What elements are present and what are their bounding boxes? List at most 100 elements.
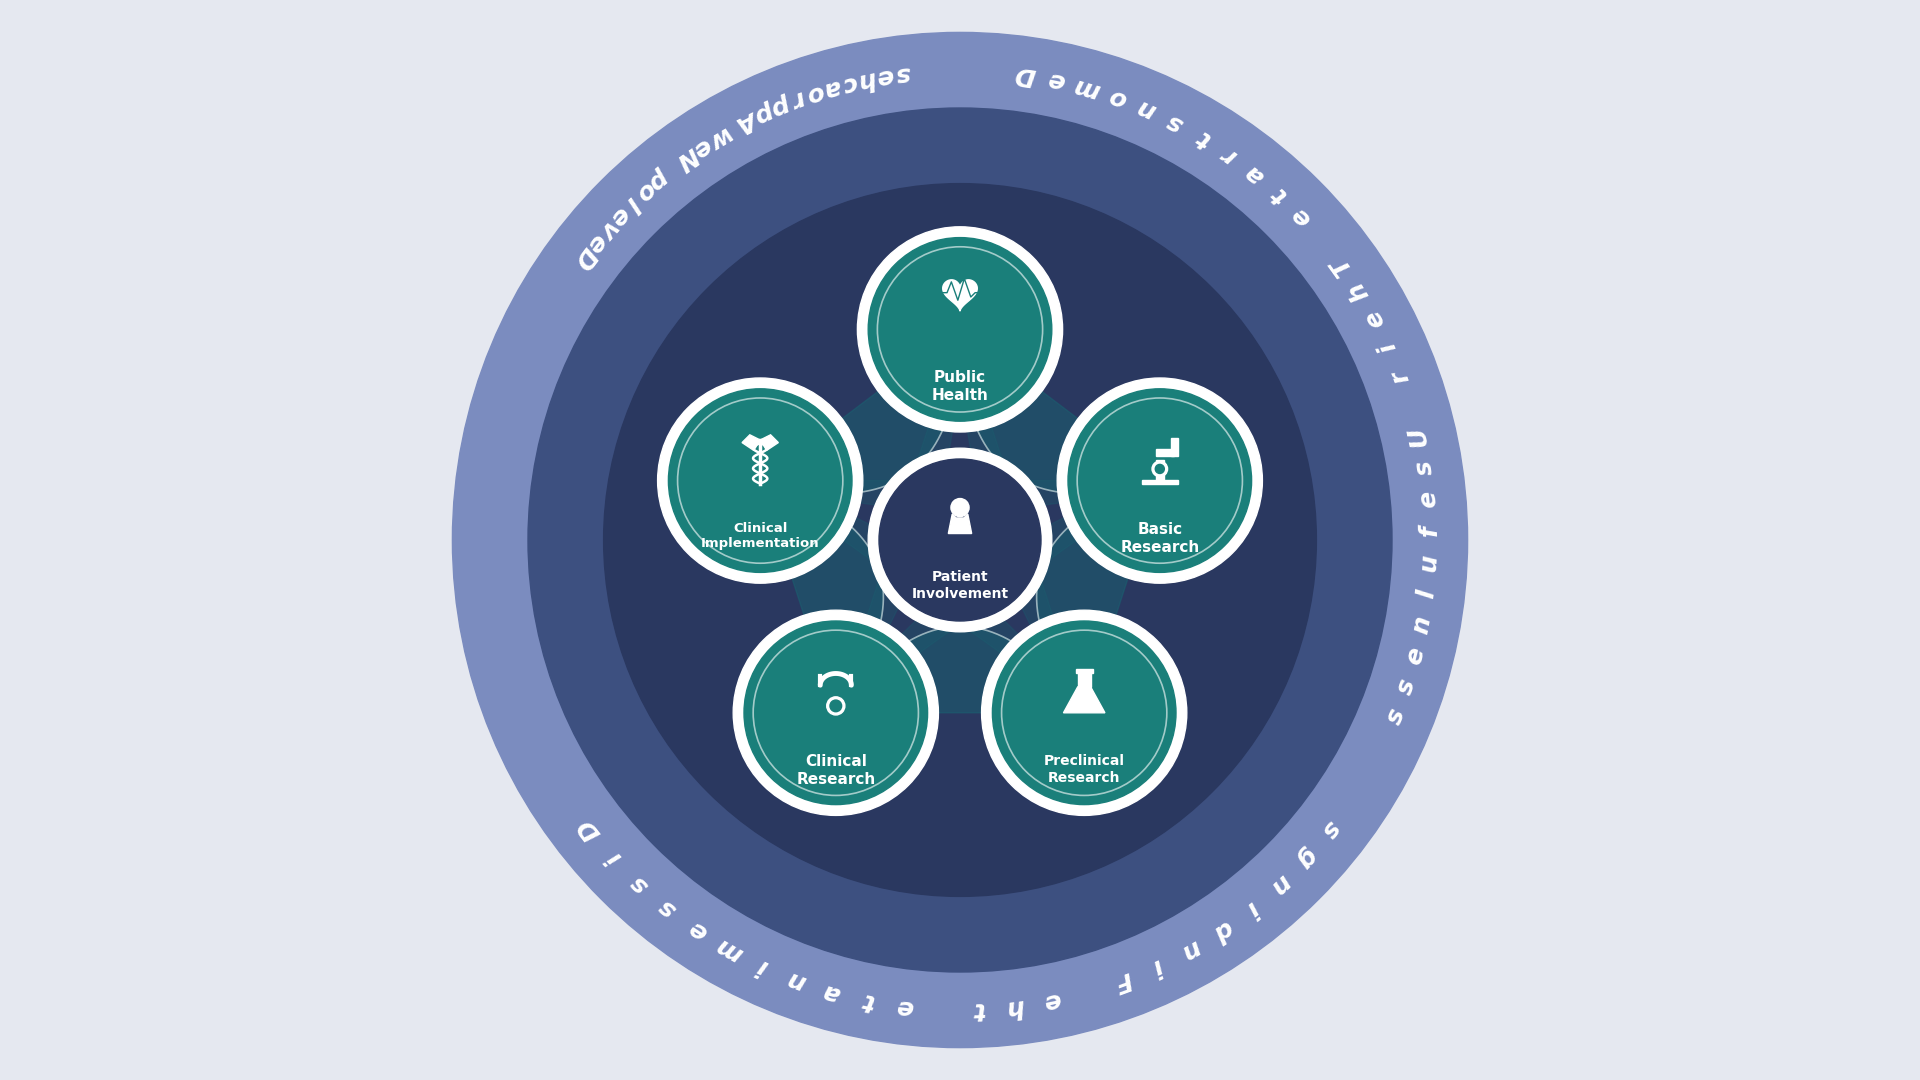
- Circle shape: [950, 499, 970, 516]
- Text: i: i: [1240, 896, 1263, 920]
- Text: e: e: [605, 202, 634, 231]
- Polygon shape: [960, 329, 1160, 494]
- Text: o: o: [632, 176, 660, 206]
- Text: h: h: [856, 66, 877, 93]
- Text: e: e: [1041, 987, 1064, 1014]
- Circle shape: [668, 389, 852, 572]
- Circle shape: [1068, 389, 1252, 572]
- Circle shape: [1156, 464, 1164, 473]
- Polygon shape: [760, 329, 960, 494]
- Circle shape: [981, 610, 1187, 815]
- Polygon shape: [1064, 687, 1104, 713]
- Text: T: T: [1327, 252, 1356, 280]
- Text: n: n: [1409, 615, 1436, 636]
- Text: Clinical
Research: Clinical Research: [797, 754, 876, 787]
- Text: D: D: [568, 242, 601, 273]
- Text: s: s: [895, 60, 912, 86]
- Text: a: a: [1240, 160, 1269, 189]
- Text: U: U: [1404, 424, 1432, 449]
- Text: i: i: [1377, 338, 1402, 356]
- Text: e: e: [895, 994, 914, 1020]
- Text: t: t: [972, 997, 985, 1022]
- Text: t: t: [860, 988, 876, 1014]
- Text: s: s: [1317, 816, 1344, 842]
- Text: h: h: [1344, 278, 1373, 306]
- Text: A: A: [735, 105, 762, 135]
- Text: t: t: [1192, 124, 1213, 151]
- Text: n: n: [1265, 869, 1294, 899]
- Polygon shape: [741, 435, 760, 450]
- Bar: [1142, 480, 1179, 485]
- Circle shape: [879, 459, 1041, 621]
- Polygon shape: [960, 329, 1085, 713]
- Text: f: f: [1417, 525, 1442, 537]
- Bar: [1077, 672, 1091, 687]
- Text: n: n: [783, 967, 808, 995]
- Text: v: v: [593, 215, 622, 243]
- Text: i: i: [1148, 954, 1167, 978]
- Text: o: o: [803, 79, 828, 107]
- Circle shape: [603, 184, 1317, 896]
- Text: e: e: [582, 229, 611, 257]
- Text: r: r: [1217, 141, 1240, 168]
- Text: s: s: [1411, 459, 1438, 477]
- Text: Preclinical
Research: Preclinical Research: [1044, 754, 1125, 784]
- Text: m: m: [1071, 72, 1102, 103]
- Circle shape: [453, 32, 1467, 1048]
- Text: w: w: [701, 121, 733, 154]
- Text: s: s: [1392, 675, 1421, 697]
- Text: r: r: [789, 85, 808, 112]
- Text: a: a: [820, 978, 843, 1005]
- Text: a: a: [822, 75, 843, 102]
- Circle shape: [829, 700, 841, 712]
- Polygon shape: [760, 435, 778, 450]
- Text: Public
Health: Public Health: [931, 370, 989, 404]
- Text: n: n: [1177, 934, 1204, 964]
- Text: o: o: [1106, 83, 1129, 111]
- Text: u: u: [1417, 553, 1442, 572]
- Text: i: i: [753, 954, 772, 978]
- Text: s: s: [655, 894, 682, 922]
- Text: c: c: [839, 70, 860, 97]
- Text: e: e: [1046, 67, 1068, 94]
- Polygon shape: [760, 481, 1160, 510]
- Polygon shape: [760, 481, 883, 713]
- Circle shape: [993, 621, 1175, 805]
- Text: e: e: [1359, 306, 1388, 332]
- Polygon shape: [948, 514, 972, 534]
- Text: r: r: [1386, 366, 1413, 387]
- Circle shape: [657, 378, 862, 583]
- Polygon shape: [1037, 481, 1160, 713]
- Text: h: h: [1006, 994, 1025, 1020]
- Text: s: s: [1382, 704, 1409, 728]
- Text: p: p: [645, 164, 674, 194]
- Circle shape: [868, 448, 1052, 632]
- Text: Clinical
Implementation: Clinical Implementation: [701, 522, 820, 550]
- Text: D: D: [574, 813, 605, 845]
- Text: Patient
Involvement: Patient Involvement: [912, 570, 1008, 600]
- Text: e: e: [684, 915, 712, 945]
- Text: e: e: [876, 63, 895, 90]
- Polygon shape: [835, 481, 1160, 713]
- Text: e: e: [1402, 645, 1428, 667]
- Text: N: N: [672, 141, 703, 173]
- Text: e: e: [689, 133, 716, 162]
- Text: Basic
Research: Basic Research: [1119, 522, 1200, 555]
- Text: t: t: [1265, 181, 1290, 207]
- Polygon shape: [835, 329, 960, 713]
- Circle shape: [1058, 378, 1263, 583]
- Bar: [1156, 449, 1173, 456]
- Text: i: i: [603, 847, 626, 868]
- Polygon shape: [943, 280, 977, 311]
- Circle shape: [828, 697, 845, 715]
- Circle shape: [745, 621, 927, 805]
- Text: F: F: [1112, 967, 1135, 995]
- Text: g: g: [1292, 842, 1321, 873]
- Circle shape: [733, 610, 939, 815]
- Circle shape: [858, 227, 1062, 432]
- Text: s: s: [1164, 108, 1187, 136]
- Circle shape: [868, 238, 1052, 421]
- Polygon shape: [760, 481, 1085, 713]
- Text: l: l: [1415, 589, 1440, 599]
- Text: l: l: [620, 192, 643, 215]
